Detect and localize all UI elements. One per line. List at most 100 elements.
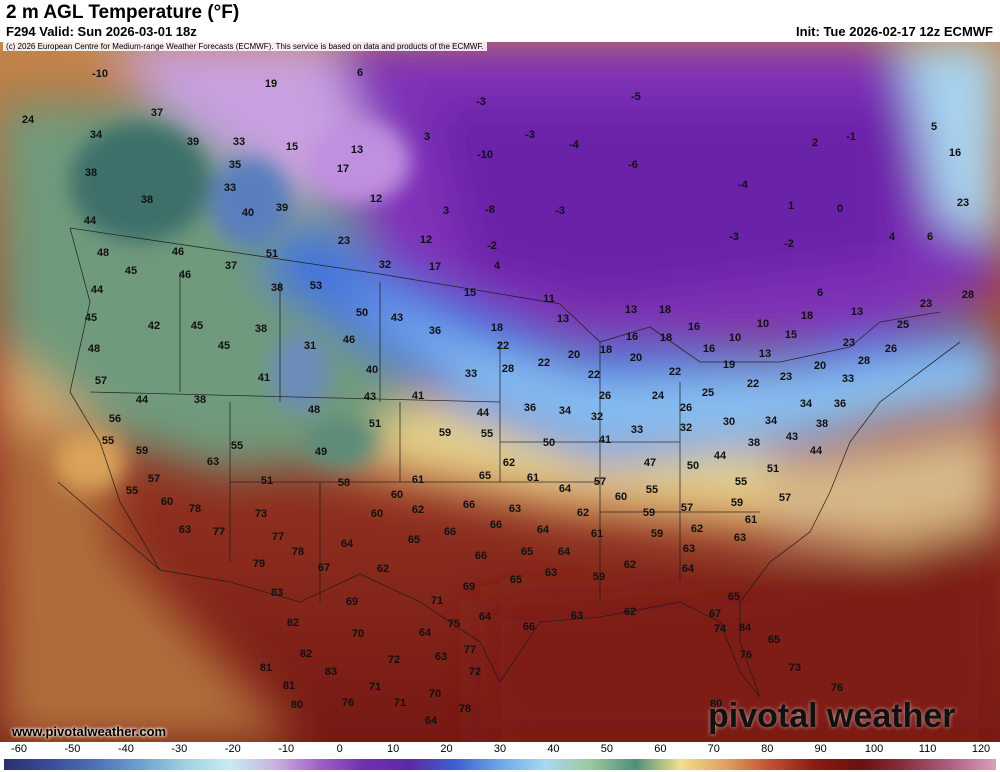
- temperature-value: 75: [447, 618, 461, 630]
- temperature-value: -5: [631, 91, 641, 103]
- temperature-value: 19: [722, 359, 736, 371]
- temperature-value: 51: [766, 463, 780, 475]
- temperature-value: 73: [254, 508, 268, 520]
- temperature-value: 34: [558, 405, 572, 417]
- temperature-value: 47: [643, 457, 657, 469]
- colorbar-tick-label: 70: [707, 743, 720, 755]
- temperature-value: 10: [728, 332, 742, 344]
- website-url[interactable]: www.pivotalweather.com: [12, 724, 167, 739]
- temperature-value: 64: [340, 538, 354, 550]
- temperature-value: 63: [434, 651, 448, 663]
- colorbar-strip: [4, 759, 996, 770]
- temperature-value: 64: [681, 563, 695, 575]
- temperature-value: 43: [363, 391, 377, 403]
- temperature-value: 66: [443, 526, 457, 538]
- temperature-value: 37: [150, 107, 164, 119]
- temperature-value: -2: [784, 238, 794, 250]
- temperature-value: 50: [542, 437, 556, 449]
- temperature-value: -2: [487, 240, 497, 252]
- temperature-value: 70: [428, 688, 442, 700]
- temperature-value: 60: [390, 489, 404, 501]
- colorbar-tick-label: -30: [171, 743, 188, 755]
- temperature-value: 81: [259, 662, 273, 674]
- temperature-value: 62: [376, 563, 390, 575]
- temperature-value: 34: [799, 398, 813, 410]
- temperature-value: 33: [223, 182, 237, 194]
- temperature-value: 65: [520, 546, 534, 558]
- temperature-value: -3: [729, 231, 739, 243]
- temperature-value: 5: [930, 121, 938, 133]
- temperature-map[interactable]: -10 6 19 -5 -3 24 37 34 39 33 3 -3 -4 2 -1 5 15 13 -10 -6 16…: [0, 42, 1000, 742]
- temperature-value: 23: [919, 298, 933, 310]
- temperature-value: 64: [558, 483, 572, 495]
- temperature-value: 44: [90, 284, 104, 296]
- temperature-value: 33: [232, 136, 246, 148]
- temperature-value: 77: [271, 531, 285, 543]
- temperature-value: 22: [668, 366, 682, 378]
- temperature-value: 73: [788, 662, 802, 674]
- temperature-value: 15: [784, 329, 798, 341]
- temperature-value: 74: [713, 623, 727, 635]
- temperature-value: 12: [369, 193, 383, 205]
- temperature-value: 63: [206, 456, 220, 468]
- colorbar: -60 -50 -40 -30 -20 -10 0 10 20 30 40 50 60 70 80 90 100…: [0, 742, 1000, 772]
- colorbar-tick-label: 120: [971, 743, 991, 755]
- temperature-value: 38: [270, 282, 284, 294]
- temperature-value: 79: [252, 558, 266, 570]
- temperature-value: 46: [171, 246, 185, 258]
- temperature-value: 61: [411, 474, 425, 486]
- temperature-value: 26: [679, 402, 693, 414]
- colorbar-tick-label: -10: [278, 743, 295, 755]
- init-time: Init: Tue 2026-02-17 12z ECMWF: [796, 24, 993, 39]
- colorbar-tick-label: 10: [386, 743, 400, 755]
- temperature-value: 13: [350, 144, 364, 156]
- temperature-value: 72: [468, 666, 482, 678]
- temperature-value: 16: [687, 321, 701, 333]
- temperature-value: 17: [428, 261, 442, 273]
- temperature-value: 4: [888, 231, 896, 243]
- temperature-value: 28: [857, 355, 871, 367]
- temperature-value: -10: [477, 149, 493, 161]
- temperature-value: 13: [624, 304, 638, 316]
- temperature-value: 78: [291, 546, 305, 558]
- temperature-value: 36: [428, 325, 442, 337]
- temperature-value: 51: [260, 475, 274, 487]
- temperature-value: 57: [94, 375, 108, 387]
- temperature-value: 55: [101, 435, 115, 447]
- temperature-value: 71: [393, 697, 407, 709]
- temperature-value: 33: [841, 373, 855, 385]
- temperature-value: 26: [598, 390, 612, 402]
- temperature-value: 63: [508, 503, 522, 515]
- temperature-value: 38: [815, 418, 829, 430]
- temperature-value: 55: [230, 440, 244, 452]
- temperature-value: 64: [478, 611, 492, 623]
- temperature-value: -4: [738, 179, 748, 191]
- temperature-value: 4: [493, 260, 501, 272]
- temperature-value: 38: [254, 323, 268, 335]
- colorbar-tick-label: -50: [64, 743, 81, 755]
- colorbar-tick-label: 20: [440, 743, 453, 755]
- temperature-value: 60: [160, 496, 174, 508]
- temperature-value: 62: [576, 507, 590, 519]
- temperature-value: 22: [587, 369, 601, 381]
- temperature-value: 11: [543, 293, 555, 305]
- temperature-value: 34: [89, 129, 103, 141]
- temperature-value: 41: [257, 372, 271, 384]
- temperature-value: 22: [496, 340, 510, 352]
- colorbar-tick-label: 50: [600, 743, 613, 755]
- temperature-value: 60: [614, 491, 628, 503]
- temperature-value: 43: [785, 431, 799, 443]
- temperature-value: 40: [241, 207, 255, 219]
- temperature-value: 51: [368, 418, 382, 430]
- temperature-value: 53: [309, 280, 323, 292]
- temperature-value: 45: [217, 340, 231, 352]
- temperature-value: 41: [411, 390, 425, 402]
- temperature-value: 22: [537, 357, 551, 369]
- temperature-value: -10: [92, 68, 108, 80]
- colorbar-tick-label: 80: [761, 743, 774, 755]
- valid-time: F294 Valid: Sun 2026-03-01 18z: [6, 24, 197, 39]
- temperature-value: 36: [833, 398, 847, 410]
- temperature-value: 50: [355, 307, 369, 319]
- temperature-value: 32: [679, 422, 693, 434]
- temperature-value: 59: [730, 497, 744, 509]
